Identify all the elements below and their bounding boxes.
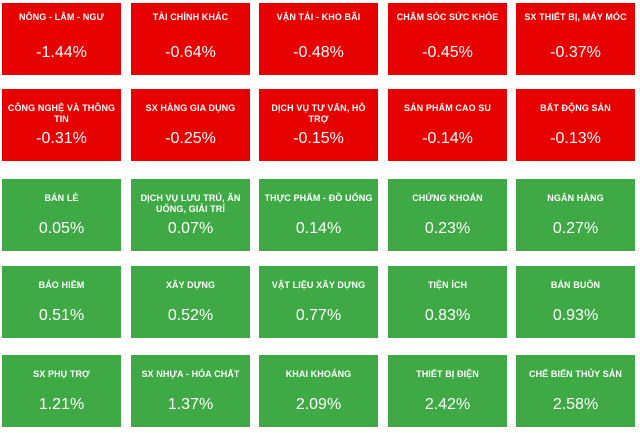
sector-change: 1.21% (38, 396, 85, 413)
sector-tile[interactable]: DỊCH VỤ TƯ VẤN, HỖ TRỢ -0.15% (259, 89, 378, 161)
sector-name: SX THIẾT BỊ, MÁY MÓC (524, 12, 627, 22)
sector-change: -0.15% (293, 130, 344, 147)
sector-tile[interactable]: SX PHỤ TRỢ 1.21% (2, 355, 121, 427)
sector-name: BÁN LẺ (44, 193, 79, 203)
sector-name: SX HÀNG GIA DỤNG (145, 103, 236, 113)
sector-tile[interactable]: BẤT ĐỘNG SẢN -0.13% (516, 89, 635, 161)
sector-name: CHỨNG KHOÁN (412, 193, 483, 203)
sector-name: THIẾT BỊ ĐIỆN (416, 369, 479, 379)
sector-name: VẬN TẢI - KHO BÃI (276, 12, 361, 22)
sector-tile[interactable]: THIẾT BỊ ĐIỆN 2.42% (388, 355, 507, 427)
sector-name: XÂY DỰNG (165, 280, 216, 290)
sector-tile[interactable]: BÁN LẺ 0.05% (2, 179, 121, 251)
sector-name: CÔNG NGHỆ VÀ THÔNG TIN (7, 103, 116, 124)
sector-name: NGÂN HÀNG (547, 193, 604, 203)
sector-tile[interactable]: TÀI CHÍNH KHÁC -0.64% (131, 3, 250, 75)
sector-change: 0.14% (295, 220, 342, 237)
sector-tile[interactable]: SX HÀNG GIA DỤNG -0.25% (131, 89, 250, 161)
sector-name: THỰC PHẨM - ĐỒ UỐNG (264, 193, 373, 203)
sector-change: 0.83% (424, 307, 471, 324)
sector-name: DỊCH VỤ LƯU TRÚ, ĂN UỐNG, GIẢI TRÍ (140, 193, 241, 214)
sector-change: -1.44% (36, 44, 87, 61)
sector-change: -0.48% (293, 44, 344, 61)
sector-change: 0.52% (167, 307, 214, 324)
sector-tile[interactable]: BÁN BUÔN 0.93% (516, 266, 635, 338)
sector-tile[interactable]: NGÂN HÀNG 0.27% (516, 179, 635, 251)
sector-change: 0.51% (38, 307, 85, 324)
sector-change: 0.93% (552, 307, 599, 324)
sector-name: TÀI CHÍNH KHÁC (152, 12, 229, 22)
sector-tile[interactable]: NÔNG - LÂM - NGƯ -1.44% (2, 3, 121, 75)
sector-tile[interactable]: SX NHỰA - HÓA CHẤT 1.37% (131, 355, 250, 427)
sector-change: 0.27% (552, 220, 599, 237)
sector-name: BẢO HIỂM (38, 280, 85, 290)
sector-change: -0.25% (165, 130, 216, 147)
sector-tile[interactable]: SẢN PHẨM CAO SU -0.14% (388, 89, 507, 161)
sector-change: 1.37% (167, 396, 214, 413)
sector-change: -0.64% (165, 44, 216, 61)
sector-change: 2.09% (295, 396, 342, 413)
sector-name: SX PHỤ TRỢ (33, 369, 90, 379)
sector-name: KHAI KHOÁNG (285, 369, 352, 379)
sector-name: VẬT LIỆU XÂY DỰNG (271, 280, 366, 290)
sector-change: -0.45% (422, 44, 473, 61)
sector-tile[interactable]: XÂY DỰNG 0.52% (131, 266, 250, 338)
sector-name: BẤT ĐỘNG SẢN (540, 103, 611, 113)
sector-change: 0.23% (424, 220, 471, 237)
sector-change: 0.07% (167, 220, 214, 237)
sector-name: SX NHỰA - HÓA CHẤT (141, 369, 240, 379)
sector-change: 2.42% (424, 396, 471, 413)
sector-name: TIỆN ÍCH (427, 280, 468, 290)
sector-tile[interactable]: TIỆN ÍCH 0.83% (388, 266, 507, 338)
sector-tile[interactable]: KHAI KHOÁNG 2.09% (259, 355, 378, 427)
sector-tile[interactable]: THỰC PHẨM - ĐỒ UỐNG 0.14% (259, 179, 378, 251)
sector-name: SẢN PHẨM CAO SU (403, 103, 491, 113)
sector-tile[interactable]: VẬN TẢI - KHO BÃI -0.48% (259, 3, 378, 75)
sector-tile[interactable]: BẢO HIỂM 0.51% (2, 266, 121, 338)
sector-name: NÔNG - LÂM - NGƯ (18, 12, 105, 22)
sector-change: 0.77% (295, 307, 342, 324)
sector-tile[interactable]: SX THIẾT BỊ, MÁY MÓC -0.37% (516, 3, 635, 75)
sector-tile[interactable]: CHẾ BIẾN THỦY SẢN 2.58% (516, 355, 635, 427)
sector-change: -0.14% (422, 130, 473, 147)
sector-tile[interactable]: VẬT LIỆU XÂY DỰNG 0.77% (259, 266, 378, 338)
sector-change: -0.13% (550, 130, 601, 147)
sector-name: DỊCH VỤ TƯ VẤN, HỖ TRỢ (271, 103, 366, 124)
sector-tile[interactable]: DỊCH VỤ LƯU TRÚ, ĂN UỐNG, GIẢI TRÍ 0.07% (131, 179, 250, 251)
sector-tile[interactable]: CÔNG NGHỆ VÀ THÔNG TIN -0.31% (2, 89, 121, 161)
sector-name: CHĂM SÓC SỨC KHỎE (396, 12, 499, 22)
sector-change: -0.37% (550, 44, 601, 61)
sector-change: 0.05% (38, 220, 85, 237)
sector-tile[interactable]: CHĂM SÓC SỨC KHỎE -0.45% (388, 3, 507, 75)
sector-change: 2.58% (552, 396, 599, 413)
sector-tile[interactable]: CHỨNG KHOÁN 0.23% (388, 179, 507, 251)
sector-change: -0.31% (36, 130, 87, 147)
sector-name: CHẾ BIẾN THỦY SẢN (528, 369, 623, 379)
sector-name: BÁN BUÔN (550, 280, 601, 290)
